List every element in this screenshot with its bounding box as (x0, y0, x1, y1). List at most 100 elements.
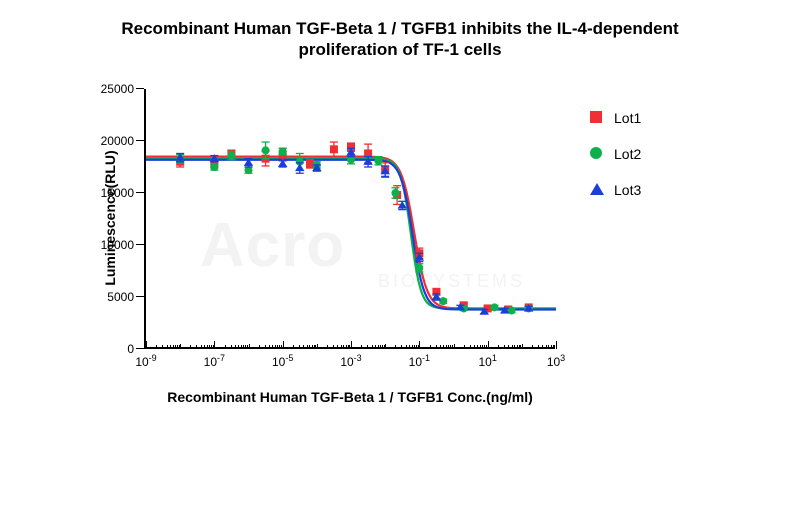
x-tick-minor (293, 345, 294, 349)
x-tick-minor (378, 345, 379, 349)
data-point (374, 156, 382, 164)
x-tick-minor (309, 345, 310, 349)
data-point (279, 147, 287, 155)
y-tick-label: 20000 (88, 134, 134, 148)
x-tick-label: 10-5 (272, 353, 293, 369)
x-axis-label: Recombinant Human TGF-Beta 1 / TGFB1 Con… (146, 389, 554, 405)
x-tick-minor (401, 345, 402, 349)
x-tick-minor (299, 345, 300, 349)
x-tick-minor (385, 344, 386, 349)
x-tick-minor (548, 345, 549, 349)
x-tick-minor (249, 344, 250, 349)
x-tick-label: 10-9 (135, 353, 156, 369)
x-tick-label: 10-1 (409, 353, 430, 369)
fit-curve (146, 159, 556, 309)
x-tick-minor (443, 345, 444, 349)
chart-title: Recombinant Human TGF-Beta 1 / TGFB1 inh… (20, 18, 780, 61)
fit-curve (146, 158, 556, 308)
title-line2: proliferation of TF-1 cells (20, 39, 780, 60)
chart-svg (146, 89, 556, 349)
y-tick (136, 244, 144, 245)
x-tick-minor (241, 345, 242, 349)
legend-marker-icon (590, 147, 604, 161)
x-tick-minor (259, 345, 260, 349)
x-tick-minor (167, 345, 168, 349)
x-tick-minor (190, 345, 191, 349)
x-tick-minor (207, 345, 208, 349)
x-tick-minor (170, 345, 171, 349)
x-tick-minor (173, 345, 174, 349)
x-tick-minor (436, 345, 437, 349)
x-tick-minor (231, 345, 232, 349)
x-tick-minor (395, 345, 396, 349)
x-tick-label: 103 (547, 353, 565, 369)
x-tick-minor (414, 345, 415, 349)
x-tick-minor (454, 344, 455, 349)
data-point (439, 297, 447, 305)
x-tick-minor (546, 345, 547, 349)
x-tick-minor (470, 345, 471, 349)
x-tick-major (419, 341, 420, 349)
x-tick-minor (430, 345, 431, 349)
data-point (295, 163, 304, 171)
x-tick-minor (346, 345, 347, 349)
x-tick-label: 10-7 (204, 353, 225, 369)
legend-marker-icon (590, 183, 604, 197)
y-tick (136, 140, 144, 141)
y-tick (136, 348, 144, 349)
data-point (306, 159, 314, 167)
x-tick-minor (361, 345, 362, 349)
legend-item: Lot1 (590, 110, 641, 126)
x-tick-minor (532, 345, 533, 349)
x-tick-minor (204, 345, 205, 349)
x-tick-minor (508, 345, 509, 349)
x-tick-minor (209, 345, 210, 349)
x-tick-minor (448, 345, 449, 349)
x-tick-minor (440, 345, 441, 349)
x-tick-minor (464, 345, 465, 349)
x-tick-minor (277, 345, 278, 349)
x-tick-minor (409, 345, 410, 349)
legend: Lot1 Lot2 Lot3 (590, 110, 641, 218)
legend-item: Lot2 (590, 146, 641, 162)
x-tick-minor (307, 345, 308, 349)
x-tick-major (351, 341, 352, 349)
y-tick-label: 0 (88, 342, 134, 356)
x-tick-major (214, 341, 215, 349)
x-tick-minor (162, 345, 163, 349)
x-tick-minor (156, 345, 157, 349)
x-tick-minor (480, 345, 481, 349)
x-tick-minor (269, 345, 270, 349)
data-point (391, 189, 399, 197)
y-tick (136, 192, 144, 193)
x-tick-minor (327, 345, 328, 349)
x-tick-minor (333, 345, 334, 349)
x-tick-minor (275, 345, 276, 349)
x-tick-minor (522, 344, 523, 349)
legend-label: Lot3 (614, 182, 641, 198)
x-tick-minor (317, 344, 318, 349)
x-tick-major (146, 341, 147, 349)
x-tick-minor (180, 344, 181, 349)
legend-label: Lot2 (614, 146, 641, 162)
x-tick-minor (538, 345, 539, 349)
x-tick-minor (551, 345, 552, 349)
y-axis-label: Luminescence(RLU) (102, 150, 118, 285)
data-point (227, 151, 235, 159)
y-tick (136, 88, 144, 89)
x-tick-minor (498, 345, 499, 349)
x-tick-minor (235, 345, 236, 349)
x-tick-minor (201, 345, 202, 349)
x-tick-major (283, 341, 284, 349)
plot-area: Luminescence(RLU) Recombinant Human TGF-… (144, 89, 554, 349)
fit-curve (146, 156, 556, 308)
y-tick-label: 5000 (88, 290, 134, 304)
x-tick-minor (303, 345, 304, 349)
data-point (210, 163, 218, 171)
x-tick-minor (265, 345, 266, 349)
x-tick-label: 101 (478, 353, 496, 369)
chart-figure: Recombinant Human TGF-Beta 1 / TGFB1 inh… (0, 0, 800, 520)
title-line1: Recombinant Human TGF-Beta 1 / TGFB1 inh… (20, 18, 780, 39)
x-tick-minor (372, 345, 373, 349)
data-point (330, 145, 338, 153)
